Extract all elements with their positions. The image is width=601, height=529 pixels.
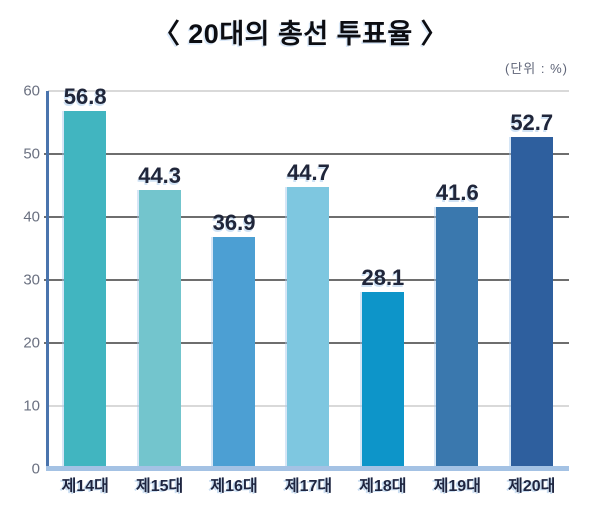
y-tick-label-0: 0 [31, 460, 40, 478]
y-tick-label-50: 50 [23, 145, 40, 163]
bar-value-label-제17대: 44.7 [287, 160, 330, 186]
y-tick-label-20: 20 [23, 334, 40, 352]
x-tick-label-제17대: 제17대 [284, 478, 333, 495]
bar-value-label-제19대: 41.6 [435, 179, 479, 205]
x-tick-label-제18대: 제18대 [359, 478, 407, 495]
bar-column-6: 41.6 [420, 91, 494, 469]
bars-row: 56.8 44.3 36.9 44.7 28.1 41.6 52.7 [48, 86, 569, 469]
bar-column-5: 28.1 [346, 91, 420, 469]
bar-column-2: 44.3 [122, 91, 196, 469]
bar-제16대: 36.9 [213, 211, 255, 469]
y-tick-label-30: 30 [23, 271, 40, 289]
bar-제19대: 41.6 [436, 181, 479, 469]
unit-label: (단위 : %) [505, 61, 568, 76]
x-tick-label-제15대: 제15대 [136, 478, 184, 495]
plot-area: 56.8 44.3 36.9 44.7 28.1 41.6 52.7 0 10 20 30 40 50… [23, 84, 569, 477]
y-tick-label-10: 10 [23, 397, 40, 415]
bar-제20대: 52.7 [510, 112, 553, 469]
x-tick-label-제16대: 제16대 [210, 478, 258, 495]
gridline-50 [44, 153, 569, 155]
x-labels-row: 제14대 제15대 제16대 제17대 제18대 제19대 제20대 [48, 477, 569, 496]
x-tick-label-제19대: 제19대 [433, 478, 481, 495]
bar-value-label-제15대: 44.3 [138, 162, 182, 188]
x-tick-label-제20대: 제20대 [508, 478, 556, 495]
bar-value-label-제20대: 52.7 [510, 110, 554, 135]
gridline-60 [48, 90, 569, 92]
bar-제17대: 44.7 [287, 162, 330, 469]
bar-value-label-제16대: 36.9 [212, 209, 256, 235]
chart-title: 〈 20대의 총선 투표율 〉 [152, 19, 449, 49]
bar-column-1: 56.8 [48, 86, 122, 469]
y-axis-line [46, 91, 49, 471]
bar-value-label-제18대: 28.1 [361, 264, 405, 290]
bar-value-label-제14대: 56.8 [63, 84, 107, 110]
bar-column-3: 36.9 [197, 91, 271, 469]
x-axis-baseline [46, 466, 569, 471]
y-tick-label-60: 60 [23, 82, 40, 100]
bar-column-4: 44.7 [271, 91, 345, 469]
bar-제14대: 56.8 [64, 86, 107, 469]
y-tick-label-40: 40 [23, 208, 40, 226]
bar-제18대: 28.1 [361, 266, 404, 469]
bar-제15대: 44.3 [138, 164, 181, 469]
x-tick-label-제14대: 제14대 [61, 478, 109, 495]
bar-column-7: 52.7 [495, 91, 569, 469]
